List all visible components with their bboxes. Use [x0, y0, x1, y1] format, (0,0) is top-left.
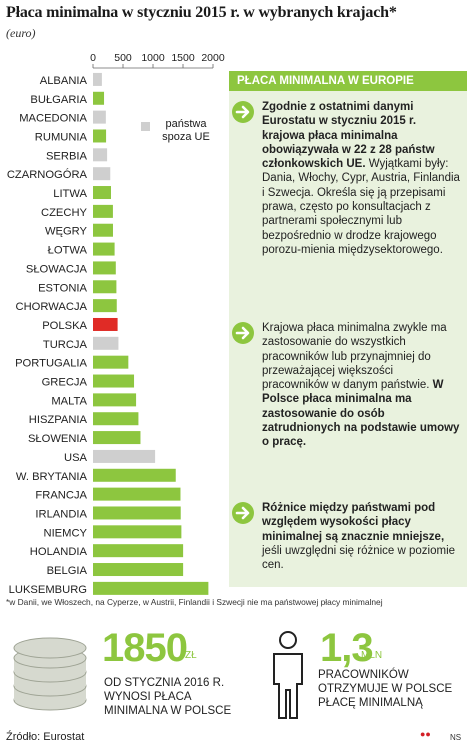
stat-workers-desc: PRACOWNIKÓW OTRZYMUJE W POLSCE PŁACĘ MIN… [318, 669, 453, 709]
note-prices-text: jeśli uwzględni się różnice w poziomie c… [262, 544, 456, 572]
note-eurostat-text: Wyjątkami były: Dania, Włochy, Cypr, Aus… [262, 158, 460, 256]
legend-label-line1: państwa [165, 118, 207, 130]
bar [93, 280, 117, 294]
bar [93, 186, 111, 200]
bar [93, 110, 106, 124]
category-label: MACEDONIA [19, 113, 87, 125]
bar [93, 72, 102, 86]
category-label: CZECHY [41, 207, 88, 219]
bar [93, 487, 181, 501]
note-scope-text: Krajowa płaca minimalna zwykle ma zastos… [262, 322, 447, 392]
bar [93, 581, 209, 595]
info-panel [229, 71, 467, 587]
bar [93, 374, 135, 388]
stat-wage-value: 1850 [102, 626, 188, 670]
x-tick-label: 500 [114, 52, 132, 64]
note-scope: Krajowa płaca minimalna zwykle ma zastos… [262, 321, 462, 450]
category-label: IRLANDIA [35, 508, 87, 520]
arrow-right-icon [232, 101, 254, 123]
bar-chart: 0 500 1000 1500 2000 ALBANIA BUŁGARIA MACEDONIA… [7, 52, 225, 596]
bar [93, 167, 111, 181]
category-label: ALBANIA [40, 75, 88, 87]
x-tick-label: 2000 [201, 52, 225, 64]
bar [93, 525, 182, 539]
legend-label-line2: spoza UE [162, 131, 210, 143]
category-label: ŁOTWA [48, 245, 88, 257]
arrow-right-icon [232, 322, 254, 344]
category-label: WĘGRY [45, 226, 88, 238]
footnote: *w Danii, we Włoszech, na Cyperze, w Aus… [6, 597, 383, 607]
author-credit: NS [450, 733, 462, 742]
bar [93, 242, 115, 256]
category-label: LUKSEMBURG [9, 584, 87, 596]
bar [93, 261, 116, 275]
chart-title: Płaca minimalna w styczniu 2015 r. w wyb… [6, 4, 397, 21]
publisher-logo-icon: ●● [420, 729, 431, 739]
bar [93, 468, 176, 482]
bar [93, 336, 119, 350]
x-tick-label: 1500 [171, 52, 195, 64]
category-label: SŁOWENIA [28, 433, 88, 445]
category-label: HISZPANIA [29, 414, 88, 426]
note-eurostat-bold: Zgodnie z ostatnimi danymi Eurostatu w s… [262, 101, 435, 171]
category-label: POLSKA [42, 320, 87, 332]
category-label: CHORWACJA [16, 301, 88, 313]
chart-subtitle: (euro) [6, 26, 36, 40]
source: Źródło: Eurostat [6, 731, 85, 743]
arrow-right-icon [232, 502, 254, 524]
category-label: BUŁGARIA [30, 94, 87, 106]
stat-workers-value: 1,3 [320, 626, 374, 670]
x-tick-label: 1000 [141, 52, 165, 64]
stat-wage-unit: ZŁ [185, 650, 197, 661]
category-label: USA [64, 452, 88, 464]
category-label: SERBIA [46, 150, 88, 162]
bar [93, 544, 184, 558]
stat-wage-desc: OD STYCZNIA 2016 R. WYNOSI PŁACA MINIMAL… [104, 677, 232, 717]
category-label: MALTA [51, 395, 87, 407]
category-label: LITWA [53, 188, 87, 200]
bar [93, 431, 141, 445]
bar [93, 91, 105, 105]
bar [93, 506, 181, 520]
bar [93, 204, 113, 218]
category-label: NIEMCY [43, 527, 87, 539]
note-scope-bold: W Polsce płaca minimalna ma zastosowanie… [262, 379, 460, 449]
person-icon [273, 631, 303, 719]
category-label: HOLANDIA [30, 546, 88, 558]
category-label: W. BRYTANIA [16, 471, 88, 483]
note-prices-bold: Różnice między państwami pod względem wy… [262, 502, 445, 543]
bar [93, 129, 107, 143]
bar [93, 563, 184, 577]
bar [93, 299, 117, 313]
category-label: ESTONIA [38, 282, 87, 294]
x-tick-label: 0 [90, 52, 96, 64]
panel-header: PŁACA MINIMALNA W EUROPIE [229, 71, 467, 91]
category-label: CZARNOGÓRA [7, 168, 88, 181]
category-label: TURCJA [43, 339, 88, 351]
bar [93, 412, 139, 426]
bar [93, 317, 118, 331]
note-eurostat: Zgodnie z ostatnimi danymi Eurostatu w s… [262, 100, 462, 257]
category-label: BELGIA [47, 565, 88, 577]
bar [93, 223, 113, 237]
category-label: SŁOWACJA [26, 263, 88, 275]
bar [93, 355, 129, 369]
coins-icon [13, 637, 87, 711]
note-prices: Różnice między państwami pod względem wy… [262, 501, 462, 572]
bar [93, 449, 156, 463]
bar [93, 148, 108, 162]
stat-workers-unit: MLN [361, 650, 383, 661]
category-label: GRECJA [42, 377, 88, 389]
category-label: RUMUNIA [35, 131, 88, 143]
legend-swatch-non-eu [141, 122, 150, 131]
legend: państwa spoza UE [133, 116, 221, 148]
bar [93, 393, 137, 407]
category-label: PORTUGALIA [15, 358, 87, 370]
category-label: FRANCJA [35, 490, 87, 502]
